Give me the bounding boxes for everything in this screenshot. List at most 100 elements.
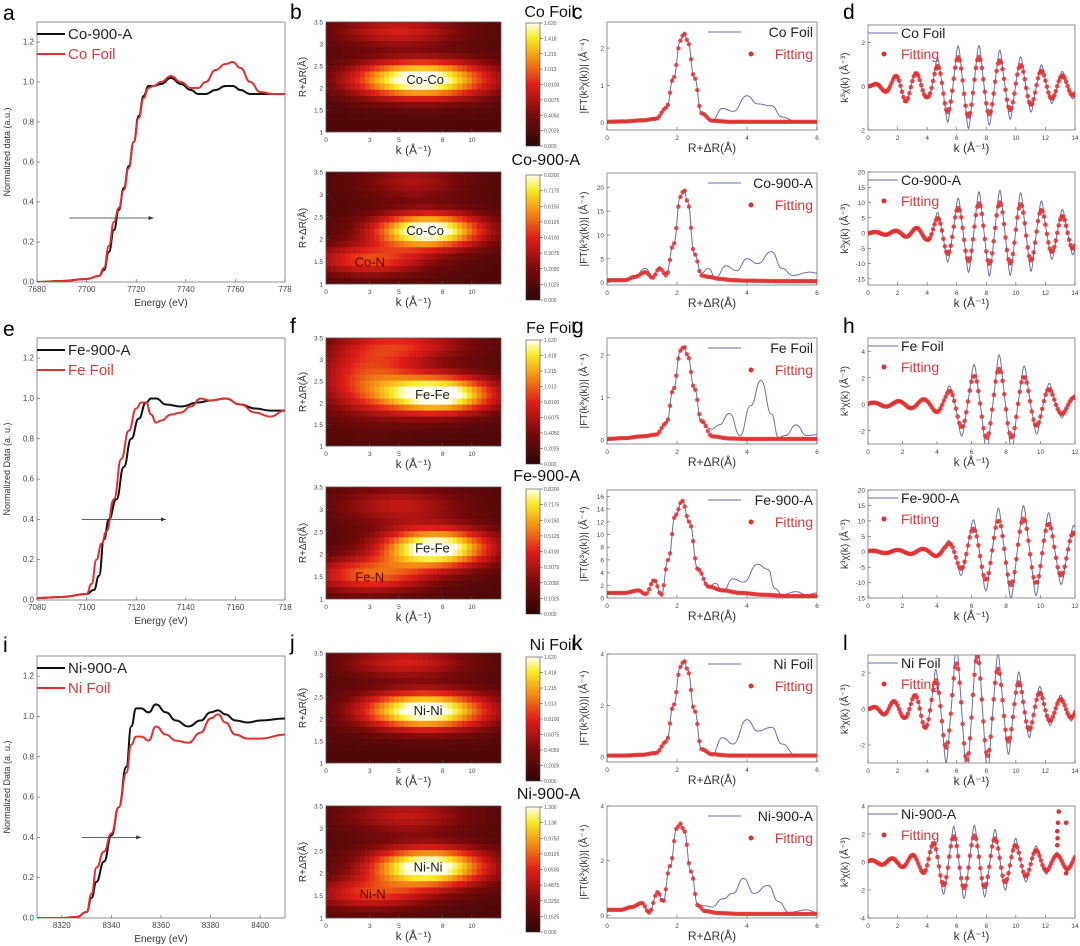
- heatmap-cell: [418, 338, 424, 345]
- heatmap-cell: [335, 905, 342, 913]
- fit-marker: [1039, 406, 1045, 412]
- heatmap-cell: [476, 228, 483, 235]
- fit-marker: [688, 369, 694, 375]
- heatmap-cell: [471, 380, 478, 387]
- heatmap-cell: [369, 356, 376, 363]
- heatmap-cell: [379, 580, 385, 588]
- fit-marker: [690, 538, 696, 544]
- heatmap-cell: [369, 824, 376, 832]
- heatmap-cell: [491, 178, 497, 186]
- heatmap-cell: [350, 911, 356, 918]
- x-tick-label: 8380: [202, 921, 220, 930]
- heatmap-cell: [379, 356, 385, 363]
- fit-marker: [1029, 409, 1035, 414]
- heatmap-cell: [350, 530, 356, 538]
- heatmap-cell: [418, 178, 424, 186]
- fit-marker: [1003, 407, 1009, 412]
- heatmap-cell: [432, 252, 439, 260]
- heatmap-cell: [491, 83, 497, 90]
- heatmap-cell: [374, 750, 381, 758]
- heatmap-cell: [326, 893, 332, 900]
- heatmap-cell: [335, 812, 342, 820]
- heatmap-cell: [398, 732, 405, 740]
- heatmap-cell: [345, 40, 351, 48]
- bond-annotation: Ni-Ni: [414, 703, 443, 718]
- fit-marker: [1034, 579, 1040, 585]
- heatmap-cell: [364, 380, 371, 387]
- heatmap-cell: [379, 416, 385, 423]
- colorbar-tick-label: 0.000: [544, 779, 557, 785]
- heatmap-cell: [408, 77, 415, 84]
- heatmap-cell: [471, 22, 478, 29]
- y-tick-label: 1.2: [23, 354, 35, 363]
- heatmap-cell: [476, 350, 483, 357]
- heatmap-cell: [491, 518, 497, 525]
- heatmap-cell: [360, 880, 366, 888]
- heatmap-cell: [476, 240, 483, 248]
- heatmap-cell: [394, 555, 400, 563]
- colorbar-tick-label: 0.1025: [544, 596, 560, 602]
- y-tick-label: 0: [861, 231, 865, 238]
- heatmap-cell: [496, 265, 501, 273]
- heatmap-cell: [398, 386, 405, 393]
- heatmap-cell: [403, 695, 410, 703]
- heatmap-cell: [457, 380, 463, 387]
- heatmap-cell: [428, 574, 434, 581]
- y-tick-label: 14: [597, 507, 605, 514]
- heatmap-cell: [471, 536, 478, 544]
- heatmap-cell: [345, 750, 351, 758]
- heatmap-cell: [355, 440, 361, 446]
- heatmap-cell: [398, 368, 405, 375]
- fit-marker: [1031, 250, 1036, 255]
- heatmap-cell: [428, 536, 434, 544]
- fit-marker: [693, 76, 698, 81]
- heatmap-cell: [481, 422, 488, 429]
- heatmap-cell: [330, 499, 337, 507]
- heatmap-cell: [476, 259, 483, 266]
- heatmap-cell: [442, 689, 449, 697]
- heatmap-cell: [403, 271, 410, 279]
- heatmap-cell: [364, 113, 371, 121]
- fit-marker: [920, 88, 926, 93]
- heatmap-cell: [379, 40, 385, 48]
- heatmap-cell: [364, 561, 371, 569]
- heatmap-cell: [428, 726, 434, 734]
- heatmap-cell: [428, 392, 434, 399]
- heatmap-cell: [398, 586, 405, 594]
- y-tick-label: 1.0: [23, 394, 35, 403]
- heatmap-cell: [462, 511, 468, 519]
- heatmap-cell: [432, 499, 439, 507]
- heatmap-cell: [350, 338, 356, 345]
- fit-marker: [947, 106, 952, 112]
- arrow-head: [148, 216, 154, 220]
- heatmap-cell: [369, 40, 376, 48]
- fit-marker: [1048, 525, 1054, 531]
- heatmap-cell: [418, 671, 424, 679]
- heatmap-cell: [340, 653, 347, 660]
- heatmap-cell: [389, 422, 395, 429]
- heatmap-cell: [457, 726, 463, 734]
- heatmap-cell: [428, 422, 434, 429]
- heatmap-cell: [403, 422, 410, 429]
- fit-marker: [1046, 240, 1051, 245]
- heatmap-cell: [369, 52, 376, 60]
- heatmap-cell: [394, 215, 400, 223]
- heatmap-cell: [496, 46, 501, 54]
- heatmap-cell: [330, 855, 337, 863]
- heatmap-cell: [428, 440, 434, 446]
- heatmap-cell: [418, 428, 424, 435]
- heatmap-cell: [379, 107, 385, 115]
- heatmap-cell: [398, 695, 405, 703]
- x-tick-label: 0: [324, 451, 328, 458]
- heatmap-cell: [350, 22, 356, 29]
- heatmap-cell: [398, 518, 405, 525]
- heatmap-cell: [481, 277, 488, 284]
- heatmap-cell: [394, 518, 400, 525]
- heatmap-cell: [496, 543, 501, 550]
- heatmap-cell: [403, 380, 410, 387]
- heatmap-cell: [340, 356, 347, 363]
- heatmap-cell: [442, 404, 449, 411]
- colorbar: [525, 174, 541, 301]
- heatmap-cell: [408, 440, 415, 446]
- heatmap-cell: [394, 756, 400, 763]
